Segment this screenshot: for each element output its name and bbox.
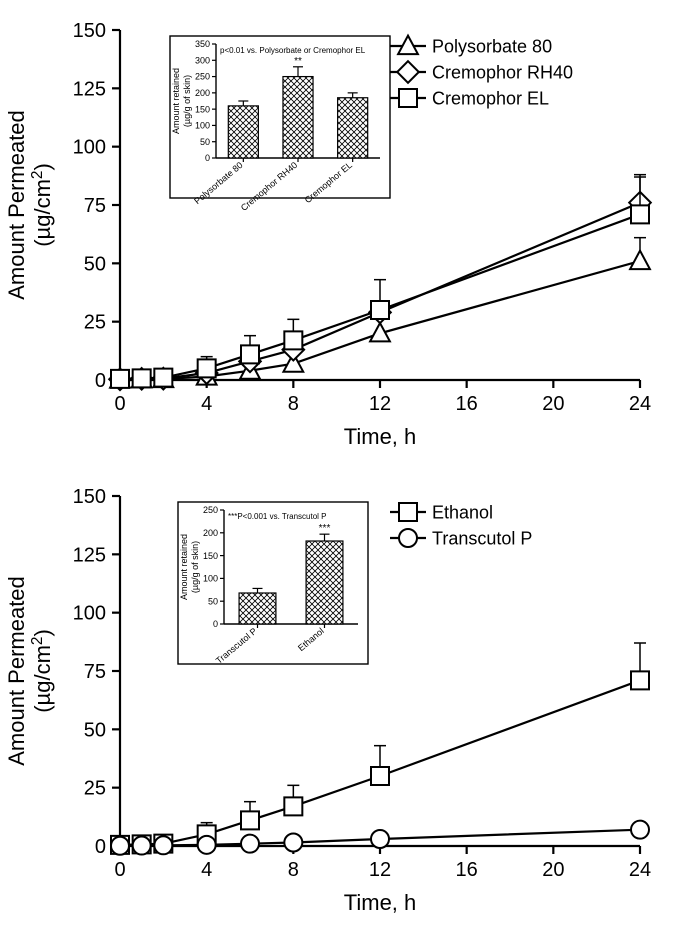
inset-y-tick: 50 xyxy=(208,596,218,606)
y-tick-label: 125 xyxy=(73,78,106,100)
significance-stars: *** xyxy=(319,523,331,534)
y-axis-label: Amount Permeated(µg/cm2) xyxy=(4,110,55,300)
x-tick-label: 8 xyxy=(288,393,299,415)
y-tick-label: 0 xyxy=(95,370,106,392)
legend-label: Transcutol P xyxy=(432,528,532,548)
legend-label: Polysorbate 80 xyxy=(432,36,552,56)
x-axis-label: Time, h xyxy=(344,424,417,449)
x-tick-label: 24 xyxy=(629,393,651,415)
svg-text:Amount Permeated: Amount Permeated xyxy=(4,110,29,300)
svg-text:(µg/g of skin): (µg/g of skin) xyxy=(190,541,200,593)
inset-bar xyxy=(338,98,368,158)
y-tick-label: 100 xyxy=(73,603,106,625)
inset-y-tick: 250 xyxy=(203,505,218,515)
inset-y-tick: 200 xyxy=(203,528,218,538)
x-tick-label: 4 xyxy=(201,393,212,415)
inset-bar xyxy=(283,77,313,158)
y-tick-label: 125 xyxy=(73,544,106,566)
y-tick-label: 150 xyxy=(73,20,106,42)
inset-y-tick: 0 xyxy=(205,153,210,163)
significance-stars: ** xyxy=(294,56,302,67)
inset-y-tick: 300 xyxy=(195,55,210,65)
y-tick-label: 50 xyxy=(84,253,106,275)
x-tick-label: 20 xyxy=(542,859,564,881)
permeation-chart-cosolvents: 0 4 8 12 16 20 24 0 25 50 75 100 125 150 Time, h Amount… xyxy=(0,466,685,933)
inset-bar xyxy=(306,541,343,624)
inset-y-tick: 250 xyxy=(195,72,210,82)
inset-y-tick: 100 xyxy=(195,121,210,131)
legend-label: Cremophor RH40 xyxy=(432,62,573,82)
svg-text:Amount retained: Amount retained xyxy=(179,534,189,600)
inset-y-tick: 0 xyxy=(213,619,218,629)
figure-page: { "panelWidth": 685, "panelHeight": 466,… xyxy=(0,0,685,933)
inset-y-tick: 150 xyxy=(195,104,210,114)
legend-label: Cremophor EL xyxy=(432,88,549,108)
inset-y-tick: 150 xyxy=(203,551,218,561)
x-tick-label: 16 xyxy=(456,393,478,415)
inset-y-tick: 50 xyxy=(200,137,210,147)
y-tick-label: 25 xyxy=(84,778,106,800)
y-tick-label: 100 xyxy=(73,137,106,159)
svg-text:Amount Permeated: Amount Permeated xyxy=(4,576,29,766)
y-tick-label: 25 xyxy=(84,312,106,334)
x-tick-label: 0 xyxy=(114,393,125,415)
svg-text:(µg/g of skin): (µg/g of skin) xyxy=(182,75,192,127)
permeation-chart-surfactants: 0 4 8 12 16 20 24 0 25 50 75 100 125 150 Time, h Amount… xyxy=(0,0,685,466)
x-tick-label: 0 xyxy=(114,859,125,881)
legend-label: Ethanol xyxy=(432,502,493,522)
inset-y-label: Amount retained(µg/g of skin) xyxy=(179,534,200,600)
svg-text:Amount retained: Amount retained xyxy=(171,68,181,134)
x-axis-label: Time, h xyxy=(344,890,417,915)
svg-text:(µg/cm2): (µg/cm2) xyxy=(29,629,56,713)
x-tick-label: 16 xyxy=(456,859,478,881)
x-tick-label: 4 xyxy=(201,859,212,881)
y-tick-label: 0 xyxy=(95,836,106,858)
inset-y-label: Amount retained(µg/g of skin) xyxy=(171,68,192,134)
x-tick-label: 24 xyxy=(629,859,651,881)
x-tick-label: 8 xyxy=(288,859,299,881)
y-axis-label: Amount Permeated(µg/cm2) xyxy=(4,576,55,766)
x-tick-label: 20 xyxy=(542,393,564,415)
y-tick-label: 50 xyxy=(84,719,106,741)
inset-annotation: ***P<0.001 vs. Transcutol P xyxy=(228,512,327,521)
x-tick-label: 12 xyxy=(369,859,391,881)
y-tick-label: 150 xyxy=(73,486,106,508)
y-tick-label: 75 xyxy=(84,661,106,683)
svg-text:(µg/cm2): (µg/cm2) xyxy=(29,163,56,247)
x-tick-label: 12 xyxy=(369,393,391,415)
y-tick-label: 75 xyxy=(84,195,106,217)
inset-y-tick: 350 xyxy=(195,39,210,49)
inset-bar xyxy=(228,106,258,158)
inset-annotation: p<0.01 vs. Polysorbate or Cremophor EL xyxy=(220,46,366,55)
inset-y-tick: 200 xyxy=(195,88,210,98)
inset-y-tick: 100 xyxy=(203,574,218,584)
inset-bar xyxy=(239,593,276,624)
